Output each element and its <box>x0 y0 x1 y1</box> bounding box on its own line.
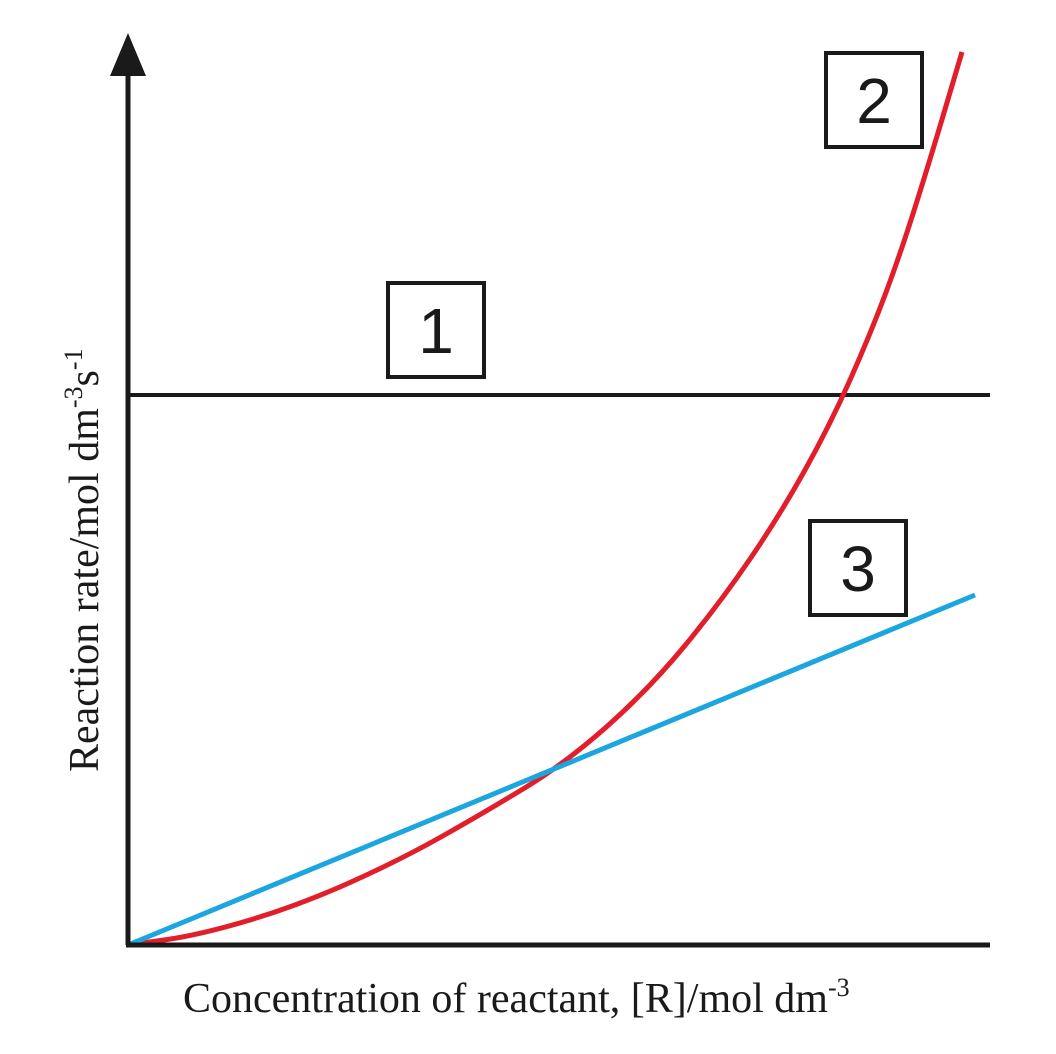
series-labels: 1 2 3 <box>386 51 924 617</box>
series-group <box>127 51 990 948</box>
series-label-2: 2 <box>856 65 892 137</box>
series-label-box-2 <box>824 51 924 149</box>
series-label-3: 3 <box>840 533 876 605</box>
y-axis-arrow-icon <box>110 33 146 76</box>
y-axis-title: Reaction rate/mol dm-3s-1 <box>59 348 108 772</box>
series-label-box-3 <box>808 519 908 617</box>
x-axis-title: Concentration of reactant, [R]/mol dm-3 <box>183 973 850 1022</box>
series-label-box-1 <box>386 281 486 379</box>
series-line-3 <box>127 592 976 948</box>
series-line-2 <box>127 51 965 948</box>
series-label-1: 1 <box>418 295 454 367</box>
